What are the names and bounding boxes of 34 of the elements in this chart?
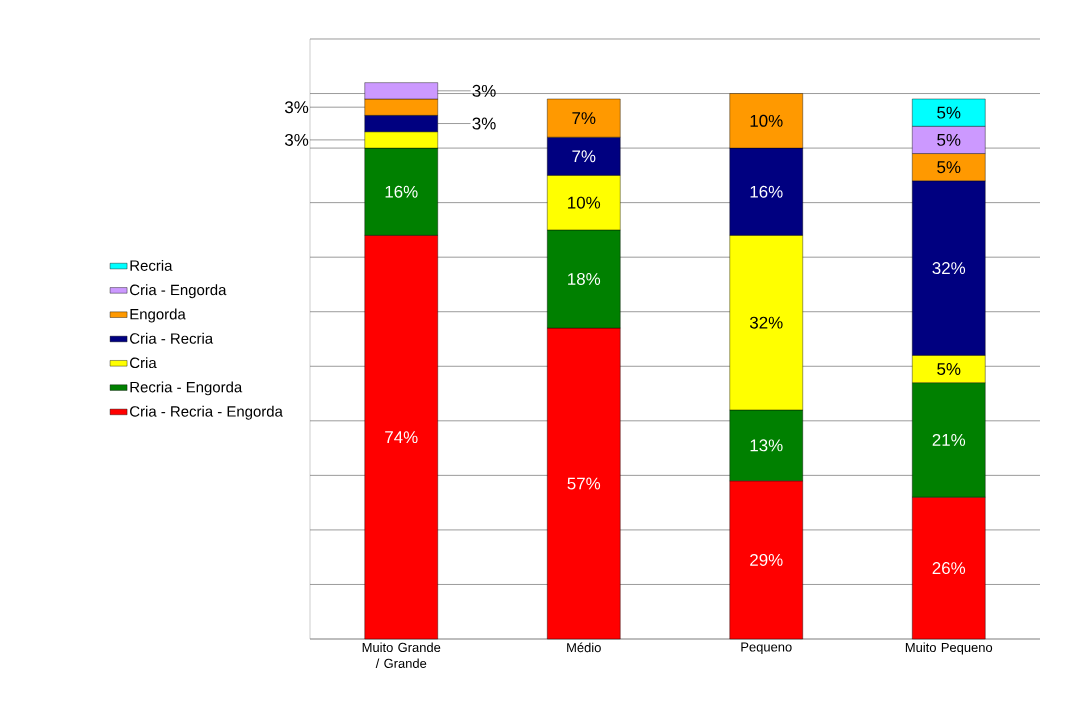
legend-label: Cria [130, 357, 157, 369]
data-label: 21% [932, 433, 966, 446]
data-label: 57% [567, 477, 601, 490]
data-label: 26% [932, 562, 966, 575]
data-label: 10% [568, 196, 601, 209]
data-label: 32% [749, 316, 783, 329]
data-label: 18% [568, 273, 601, 285]
data-label: 13% [750, 439, 783, 452]
data-label: 5% [937, 133, 961, 146]
data-label: 3% [284, 133, 309, 146]
data-label: 5% [937, 363, 961, 375]
x-tick-label: Pequeno [741, 642, 792, 655]
x-tick-label: Muito Pequeno [905, 642, 993, 655]
data-label: 5% [937, 161, 961, 174]
data-label: 3% [284, 101, 309, 114]
data-label: 16% [750, 185, 783, 198]
legend-label: Cria - Recria [130, 332, 214, 344]
legend-label: Engorda [130, 308, 186, 323]
data-label: 74% [385, 431, 418, 444]
legend-label: Recria [130, 259, 173, 271]
data-label: 7% [572, 150, 596, 163]
legend-label: Recria - Engorda [130, 381, 243, 396]
legend-label: Cria - Engorda [130, 284, 227, 299]
x-tick-label: Médio [567, 642, 601, 653]
data-label: 5% [937, 106, 961, 119]
data-label: 7% [572, 112, 596, 124]
x-tick-label: Muito Grande / Grande [362, 642, 441, 668]
data-label: 16% [385, 185, 418, 198]
data-label: 29% [750, 553, 783, 566]
data-label: 3% [472, 117, 496, 130]
data-label: 10% [750, 114, 783, 127]
legend-label: Cria - Recria - Engorda [130, 405, 283, 420]
data-label: 3% [472, 84, 496, 97]
data-label: 32% [932, 262, 966, 275]
